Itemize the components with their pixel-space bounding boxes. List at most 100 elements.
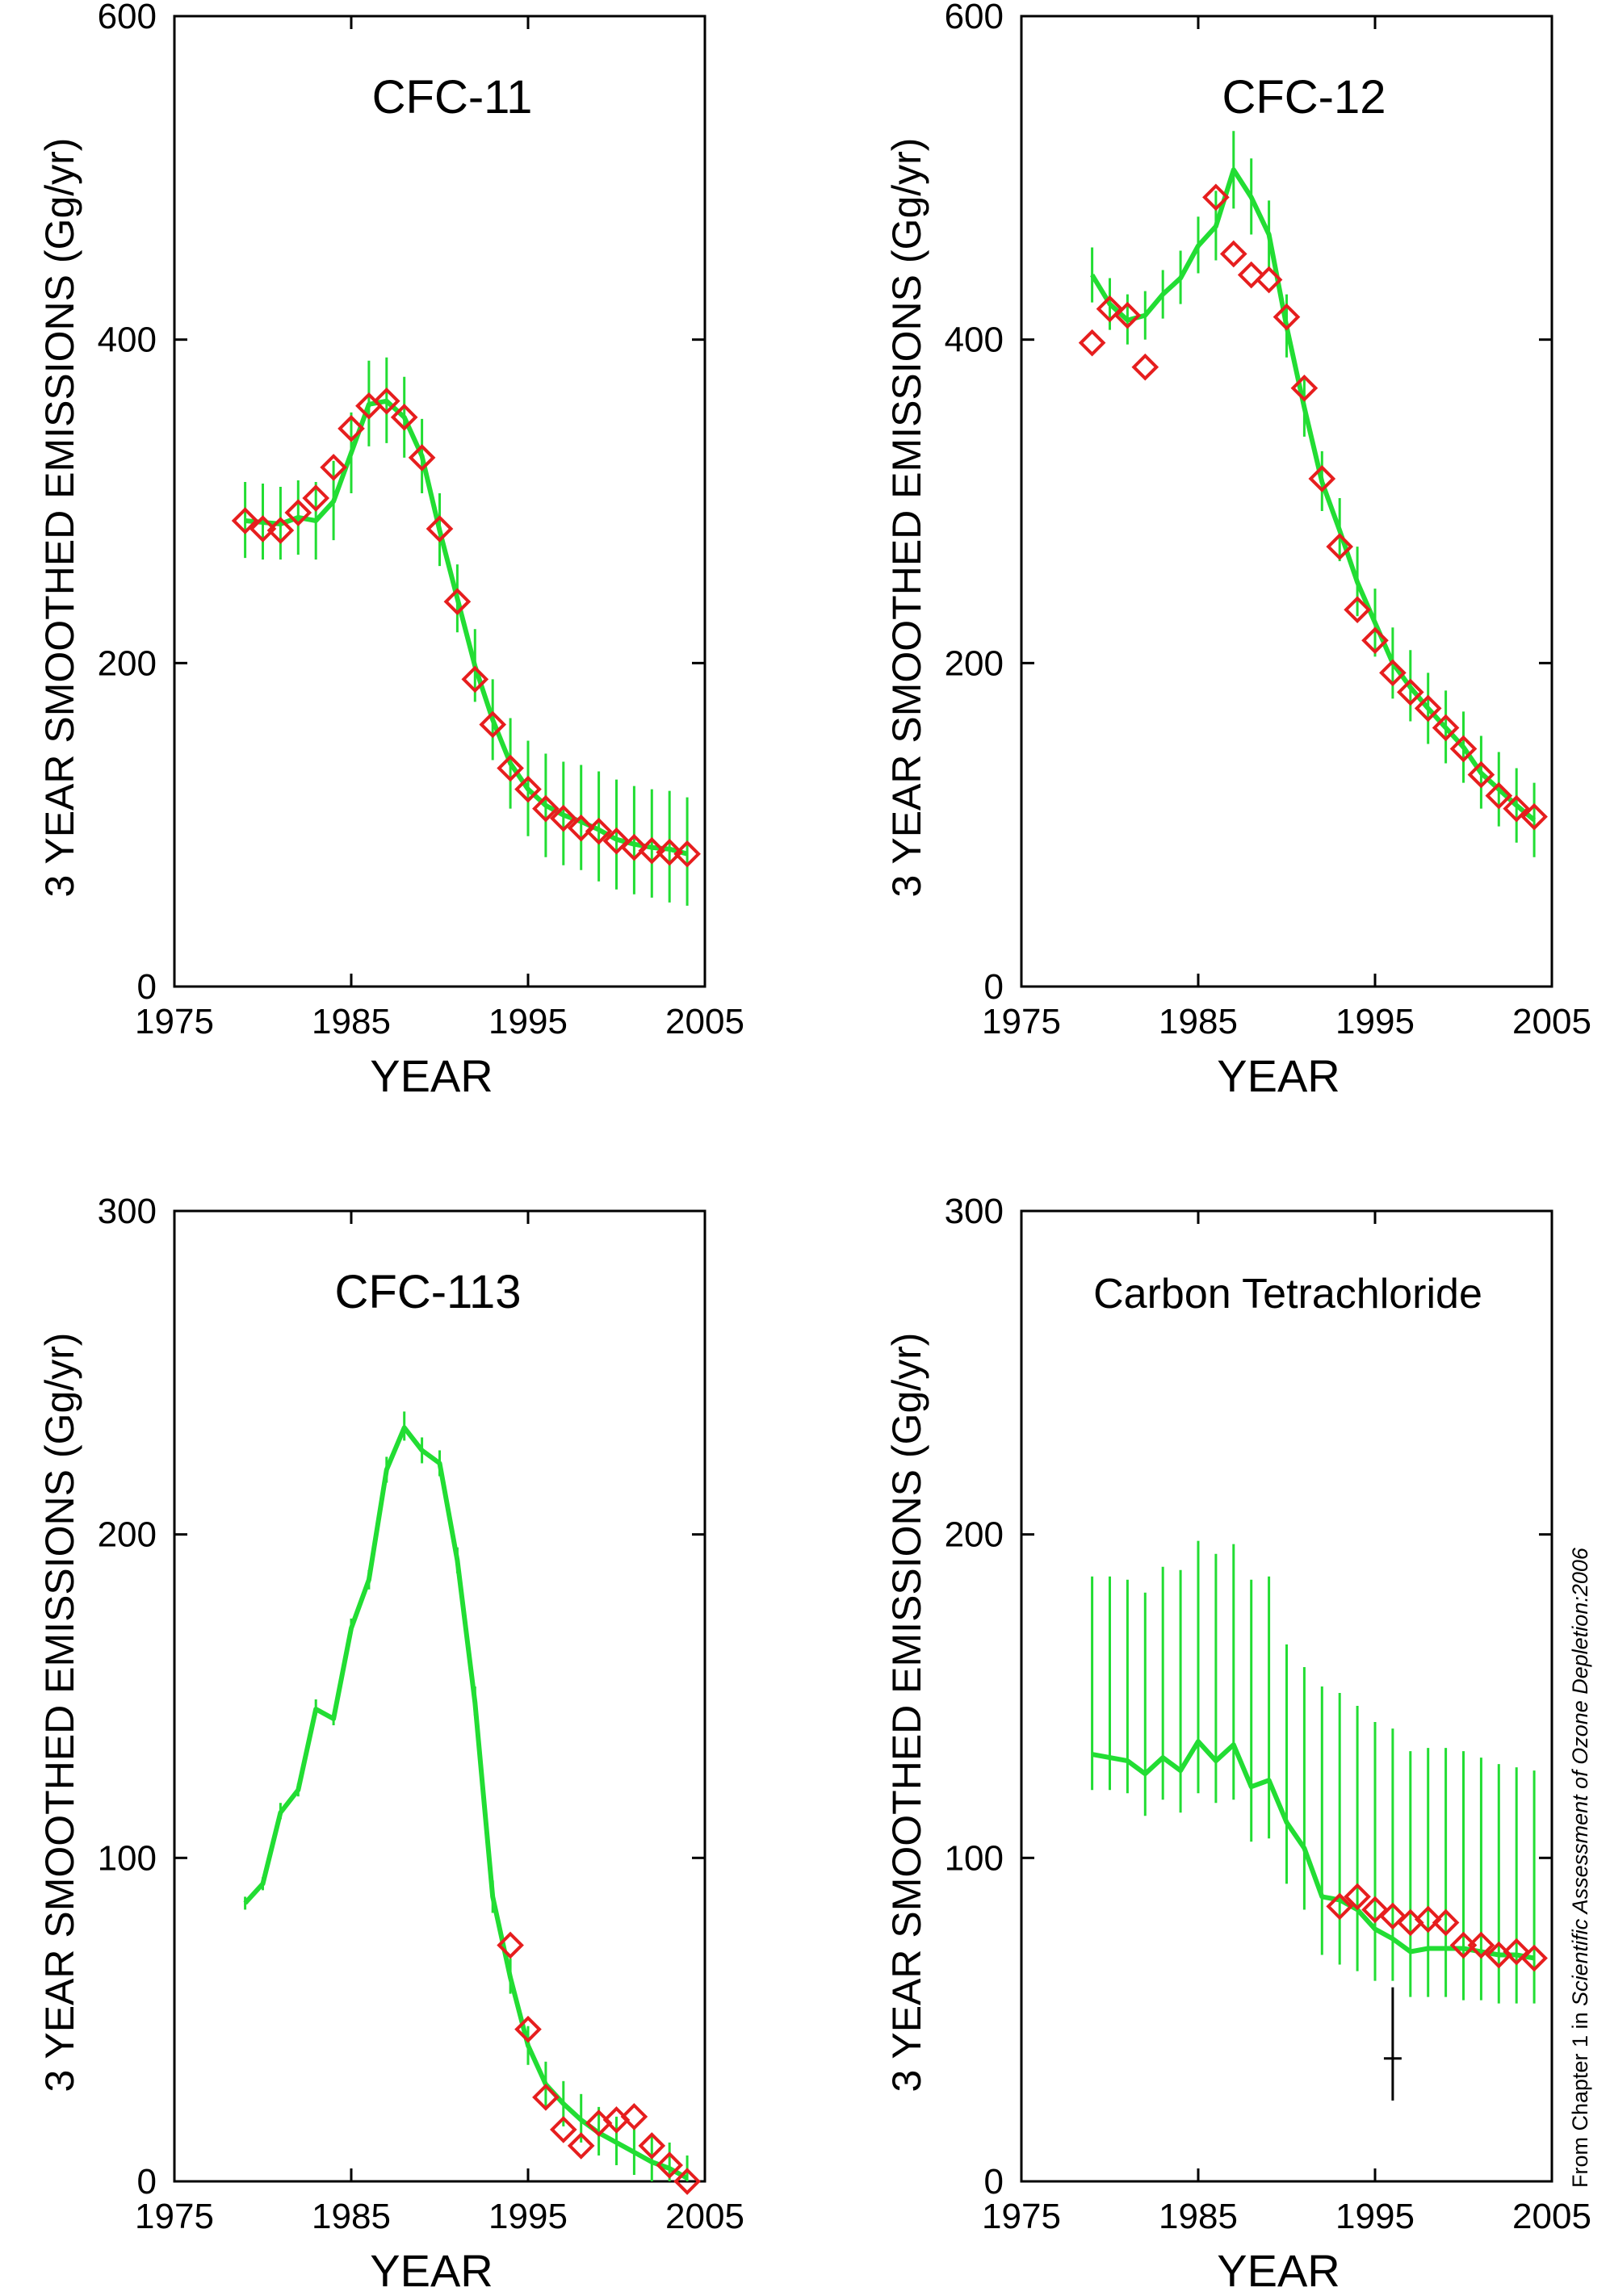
x-tick-label: 2005	[1512, 1002, 1591, 1041]
diamond-marker	[620, 2103, 648, 2131]
diamond-marker	[1379, 659, 1407, 687]
diamond-marker	[532, 2084, 560, 2111]
x-tick-label: 1975	[135, 2197, 214, 2236]
x-tick-label: 1975	[982, 1002, 1061, 1041]
diamond-marker	[549, 2116, 577, 2143]
diamond-marker	[1503, 1938, 1531, 1966]
diamond-marker	[390, 403, 418, 431]
y-axis-label: 3 YEAR SMOOTHED EMISSIONS (Gg/yr)	[884, 138, 929, 898]
y-tick-label: 400	[98, 321, 157, 360]
diamond-marker	[1255, 266, 1283, 294]
diamond-marker	[1131, 353, 1159, 381]
x-tick-label: 1985	[1159, 1002, 1238, 1041]
diamond-marker	[656, 2151, 684, 2179]
x-tick-label: 1995	[488, 1002, 568, 1041]
x-tick-label: 1975	[135, 1002, 214, 1041]
y-tick-label: 0	[984, 967, 1004, 1007]
diamond-marker	[1449, 735, 1478, 763]
y-tick-label: 200	[98, 1515, 157, 1555]
diamond-marker	[1237, 261, 1265, 289]
diamond-marker	[673, 2168, 701, 2195]
diamond-marker	[602, 827, 631, 855]
x-tick-label: 1985	[312, 2197, 391, 2236]
y-axis-label: 3 YEAR SMOOTHED EMISSIONS (Gg/yr)	[884, 1333, 929, 2093]
x-tick-label: 1995	[488, 2197, 568, 2236]
diamond-marker	[1361, 626, 1389, 655]
diamond-marker	[1414, 1905, 1442, 1934]
x-tick-label: 1975	[982, 2197, 1061, 2236]
diamond-marker	[567, 2132, 595, 2160]
diamond-marker	[1272, 303, 1301, 331]
diamond-marker	[532, 794, 560, 823]
diamond-marker	[338, 415, 365, 442]
chart-title: CFC-12	[1222, 71, 1386, 124]
diamond-marker	[585, 817, 613, 845]
plot-frame	[173, 1209, 706, 2183]
diamond-marker	[1326, 1892, 1354, 1921]
diamond-marker	[497, 1931, 524, 1959]
diamond-marker	[249, 515, 277, 543]
credit-prefix: From Chapter 1 in	[1568, 2005, 1592, 2188]
chart-title: Carbon Tetrachloride	[1093, 1271, 1482, 1318]
chart-title: CFC-11	[372, 71, 533, 124]
diamond-marker	[1308, 465, 1336, 492]
x-tick-label: 2005	[665, 1002, 744, 1041]
y-tick-label: 0	[137, 2162, 157, 2202]
diamond-marker	[1467, 760, 1495, 789]
diamond-marker	[638, 2132, 666, 2160]
diamond-marker	[1432, 1908, 1460, 1937]
diamond-marker	[567, 814, 595, 842]
y-tick-label: 600	[98, 0, 157, 36]
x-tick-label: 1985	[312, 1002, 391, 1041]
chart-panel-1: 1975 1985 1995 2005 0 200 400 600 YEAR 3 YEAR SMO…	[37, 0, 744, 1101]
chart-panel-4: 1975 1985 1995 2005 0 100 200 300 YEAR 3 YEAR SMO…	[884, 1192, 1591, 2296]
y-tick-label: 200	[98, 643, 157, 683]
diamond-marker	[284, 499, 312, 526]
diamond-marker	[231, 507, 259, 534]
x-axis-label: YEAR	[370, 1050, 493, 1101]
model-series	[244, 357, 689, 906]
observed-series	[231, 387, 701, 868]
observed-series	[1078, 183, 1548, 831]
diamond-marker	[1432, 714, 1460, 742]
model-line	[1092, 1739, 1535, 1961]
diamond-marker	[1503, 794, 1531, 823]
model-series	[1090, 131, 1537, 857]
x-tick-label: 1995	[1335, 2197, 1415, 2236]
plot-frame	[1020, 15, 1553, 988]
diamond-marker	[497, 754, 524, 782]
x-axis-label: YEAR	[1217, 2245, 1340, 2296]
diamond-marker	[1344, 596, 1371, 624]
model-series	[1091, 1540, 1536, 2004]
diamond-marker	[638, 836, 666, 865]
model-series	[243, 1411, 689, 2181]
diamond-marker	[1344, 1883, 1371, 1911]
x-tick-label: 2005	[665, 2197, 744, 2236]
diamond-marker	[1290, 374, 1319, 402]
estimate-cross	[1383, 1987, 1402, 2101]
y-axis-label: 3 YEAR SMOOTHED EMISSIONS (Gg/yr)	[37, 138, 82, 898]
diamond-marker	[1520, 1944, 1548, 1972]
diamond-marker	[266, 517, 295, 544]
diamond-marker	[479, 710, 507, 739]
y-tick-label: 200	[945, 1515, 1004, 1555]
diamond-marker	[426, 515, 454, 543]
diamond-marker	[1485, 781, 1513, 810]
diamond-marker	[1113, 301, 1142, 329]
observed-series	[1326, 1883, 1548, 1972]
chart-title: CFC-113	[335, 1266, 522, 1318]
diamond-marker	[1414, 694, 1442, 723]
y-tick-label: 100	[98, 1838, 157, 1878]
x-axis-label: YEAR	[370, 2245, 493, 2296]
diamond-marker	[443, 588, 472, 616]
diamond-marker	[549, 804, 577, 832]
x-tick-label: 1995	[1335, 1002, 1415, 1041]
y-tick-label: 400	[945, 321, 1004, 360]
diamond-marker	[302, 484, 330, 512]
diamond-marker	[1520, 802, 1548, 831]
diamond-marker	[1096, 295, 1124, 323]
diamond-marker	[1078, 329, 1106, 357]
y-axis-label: 3 YEAR SMOOTHED EMISSIONS (Gg/yr)	[37, 1333, 82, 2093]
diamond-marker	[673, 840, 701, 868]
